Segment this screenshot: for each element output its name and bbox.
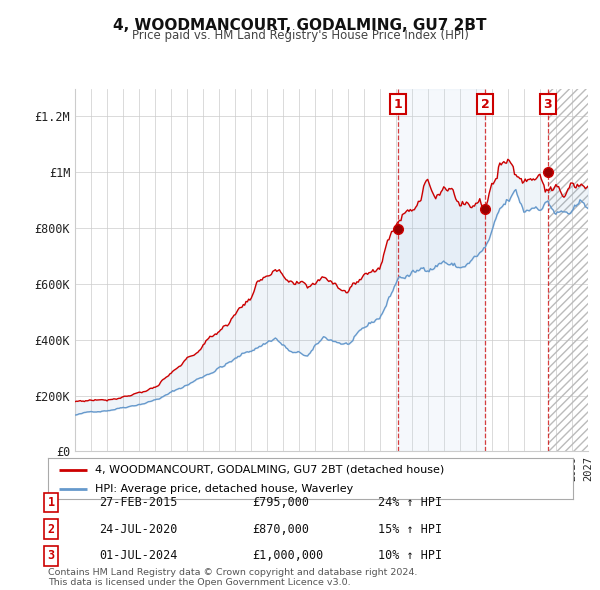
Text: 24% ↑ HPI: 24% ↑ HPI	[378, 496, 442, 509]
Text: 4, WOODMANCOURT, GODALMING, GU7 2BT (detached house): 4, WOODMANCOURT, GODALMING, GU7 2BT (det…	[95, 465, 445, 475]
Text: £1,000,000: £1,000,000	[252, 549, 323, 562]
Text: HPI: Average price, detached house, Waverley: HPI: Average price, detached house, Wave…	[95, 484, 353, 493]
Text: £795,000: £795,000	[252, 496, 309, 509]
Bar	[398, 88, 485, 451]
Text: 24-JUL-2020: 24-JUL-2020	[99, 523, 178, 536]
Bar	[548, 88, 588, 451]
Text: Price paid vs. HM Land Registry's House Price Index (HPI): Price paid vs. HM Land Registry's House …	[131, 30, 469, 42]
Text: 01-JUL-2024: 01-JUL-2024	[99, 549, 178, 562]
Text: 10% ↑ HPI: 10% ↑ HPI	[378, 549, 442, 562]
Text: 15% ↑ HPI: 15% ↑ HPI	[378, 523, 442, 536]
Text: 4, WOODMANCOURT, GODALMING, GU7 2BT: 4, WOODMANCOURT, GODALMING, GU7 2BT	[113, 18, 487, 32]
Text: 2: 2	[481, 97, 490, 110]
Text: 3: 3	[47, 549, 55, 562]
Text: 2: 2	[47, 523, 55, 536]
Text: 1: 1	[394, 97, 403, 110]
Text: 1: 1	[47, 496, 55, 509]
Text: 3: 3	[544, 97, 552, 110]
Text: 27-FEB-2015: 27-FEB-2015	[99, 496, 178, 509]
Text: Contains HM Land Registry data © Crown copyright and database right 2024.
This d: Contains HM Land Registry data © Crown c…	[48, 568, 418, 587]
Text: £870,000: £870,000	[252, 523, 309, 536]
